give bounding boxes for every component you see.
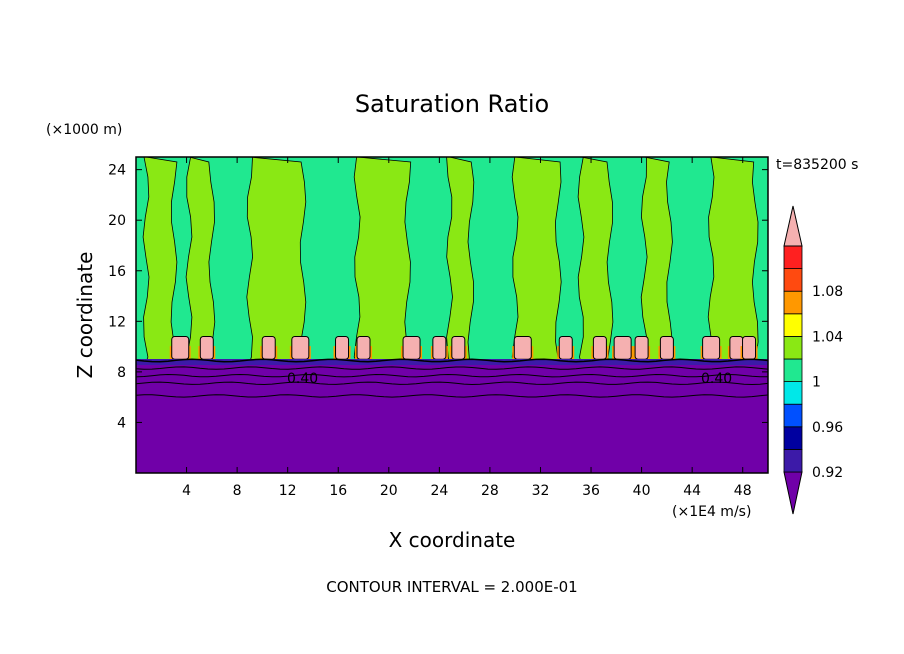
colorbar: 0.92 0.96 1 1.04 1.08 [783,205,843,515]
y-axis-title: Z coordinate [73,252,97,379]
x-tick-label: 16 [329,483,347,499]
dry-column [707,157,759,363]
lower-layer [136,365,768,473]
cloud-top [261,335,276,360]
contour-line [136,373,768,378]
cloud-top [199,335,214,360]
contour-line [136,358,768,363]
cloud-tops [169,335,758,361]
x-tick-label: 40 [633,483,651,499]
x-tick-label: 32 [532,483,550,499]
x-tick-label: 36 [582,483,600,499]
cloud-top [402,335,421,360]
x-tick-label: 24 [430,483,448,499]
dry-column [353,157,412,363]
contour-line [136,381,768,386]
cloud-top [634,335,649,360]
plot-area [136,157,768,473]
x-axis-title: X coordinate [389,528,516,552]
colorbar-tick-label: 0.92 [812,465,843,481]
colorbar-band [783,313,803,337]
x-tick-label: 28 [481,483,499,499]
contour-lines [136,358,768,398]
chart-title: Saturation Ratio [355,90,549,118]
colorbar-band [783,290,803,315]
cloud-top [451,335,466,360]
y-tick-label: 20 [108,213,126,229]
plot-frame [135,156,769,474]
contour-interval-footer: CONTOUR INTERVAL = 2.000E-01 [326,578,577,596]
colorbar-band [783,403,803,428]
cloud-top [356,335,371,360]
y-tick-label: 24 [108,163,126,179]
dry-column [511,157,562,363]
x-tick-label: 48 [734,483,752,499]
cloud-top [291,335,310,360]
colorbar-band [783,426,803,450]
x-axis-ticks: 4 8 12 16 20 24 28 32 36 40 44 48 [182,157,752,499]
contour-line [136,394,768,398]
y-unit-label: (×1000 m) [46,122,122,138]
cloud-top [513,335,532,360]
colorbar-tick-label: 1 [812,375,821,391]
cloud-top [171,335,190,360]
y-axis-ticks: 4 8 12 16 20 24 [108,163,768,431]
y-tick-label: 12 [108,314,126,330]
colorbar-band [783,381,803,405]
cloud-top [702,335,721,360]
cloud-top [558,335,573,360]
cloud-top [742,335,757,360]
dry-column [142,157,178,363]
x-tick-label: 20 [380,483,398,499]
colorbar-tick-label: 0.96 [812,420,843,436]
colorbar-tick-label: 1.04 [812,329,843,345]
cloud-top [335,335,350,360]
contour-label-right: 0.40 [701,371,732,387]
colorbar-band [783,335,803,360]
y-tick-label: 4 [117,415,126,431]
colorbar-tick-label: 1.08 [812,284,843,300]
y-tick-label: 16 [108,264,126,280]
cloud-top [659,335,674,360]
colorbar-band [783,245,803,270]
dry-column [246,157,307,363]
x-unit-label: (×1E4 m/s) [672,504,751,520]
contour-label-left: 0.40 [287,371,318,387]
x-tick-label: 8 [233,483,242,499]
dry-column [577,157,614,363]
colorbar-max-arrow [783,205,803,247]
dry-columns [142,157,759,363]
x-tick-label: 12 [279,483,297,499]
cloud-top [432,335,447,360]
x-tick-label: 44 [683,483,701,499]
cloud-top [613,335,632,360]
colorbar-band [783,358,803,383]
colorbar-band [783,448,803,473]
colorbar-band [783,268,803,292]
x-tick-label: 4 [182,483,191,499]
contour-line [136,366,768,370]
cloud-top [592,335,607,360]
colorbar-min-arrow [783,471,803,515]
time-label: t=835200 s [776,157,858,173]
transition-band [136,359,768,367]
y-tick-label: 8 [117,365,126,381]
